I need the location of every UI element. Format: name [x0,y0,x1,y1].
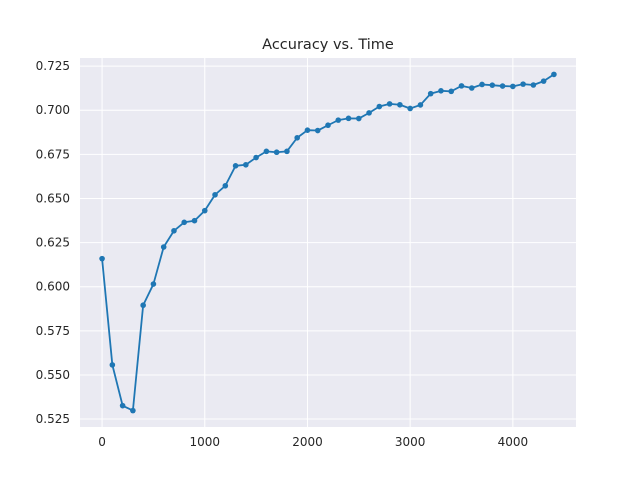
data-point [438,88,444,94]
data-point [510,83,516,90]
data-point [479,81,485,88]
data-point [520,81,526,87]
data-point [160,244,167,250]
data-point [386,101,393,107]
data-point [130,407,136,414]
chart-title: Accuracy vs. Time [262,37,394,53]
y-tick-label: 0.725 [36,59,70,73]
data-point [212,191,218,198]
data-point [417,102,424,108]
data-point [499,83,506,89]
data-point [181,219,188,226]
data-point [201,207,208,214]
data-point [109,362,116,368]
data-point [551,71,557,78]
data-point [304,127,311,133]
y-tick-label: 0.525 [36,412,70,426]
data-point [273,149,280,156]
data-point [222,182,229,189]
y-tick-label: 0.550 [36,368,70,382]
y-tick-label: 0.600 [36,280,70,294]
data-point [140,302,146,309]
grid-lines [80,58,576,427]
x-tick-label: 0 [98,435,106,449]
data-point [253,154,259,161]
data-point [427,90,434,97]
tick-labels: 0 1000 2000 3000 4000 0.525 0.550 0.575 0.600 0.6… [36,59,528,449]
data-point [489,82,496,88]
data-point [294,134,300,141]
x-tick-label: 4000 [498,435,529,449]
data-point [376,103,383,110]
data-point [530,82,537,88]
y-tick-label: 0.675 [36,147,70,161]
y-tick-label: 0.700 [36,103,70,117]
data-point [356,115,362,122]
x-tick-label: 1000 [189,435,220,449]
data-point [448,88,455,95]
data-point [325,122,331,129]
x-tick-label: 2000 [292,435,323,449]
data-point [191,217,198,224]
data-point [263,148,270,155]
data-point [335,117,342,123]
data-point [366,110,372,116]
data-point [171,227,177,234]
x-tick-label: 3000 [395,435,426,449]
data-series [99,71,557,414]
data-point [284,148,290,155]
data-point [119,402,126,409]
y-tick-label: 0.625 [36,236,70,250]
data-point [407,105,413,112]
data-point [397,101,403,108]
data-point [468,85,475,91]
data-point [232,163,239,169]
data-point [150,281,157,287]
data-point [99,255,105,262]
data-point [345,115,352,122]
y-tick-label: 0.650 [36,191,70,205]
data-point [540,78,547,84]
data-point [243,161,249,168]
y-tick-label: 0.575 [36,324,70,338]
data-point [458,83,465,89]
data-point [314,127,321,134]
